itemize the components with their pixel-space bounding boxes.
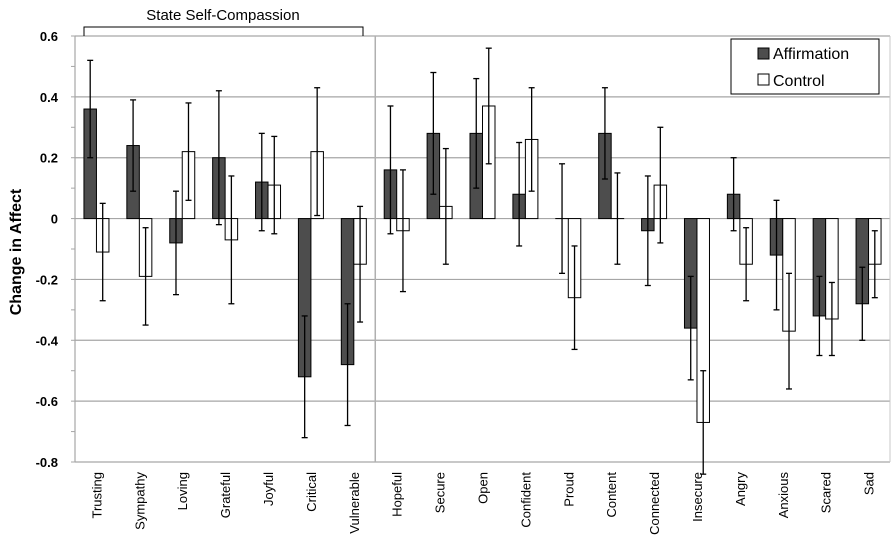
y-tick-label: 0	[51, 212, 58, 227]
x-tick-label: Open	[476, 472, 491, 504]
x-axis-labels: Trusting Sympathy Loving Grateful Joyful Crit…	[89, 472, 876, 535]
x-tick-label: Joyful	[261, 472, 276, 506]
x-tick-label: Anxious	[776, 472, 791, 519]
x-tick-label: Critical	[304, 472, 319, 512]
bars	[83, 47, 882, 475]
group-label: State Self-Compassion	[146, 7, 299, 24]
x-tick-label: Angry	[733, 472, 748, 506]
legend: Affirmation Control	[730, 38, 880, 95]
legend-swatch-control	[757, 73, 770, 86]
y-tick-label: 0.4	[40, 90, 59, 105]
x-tick-label: Grateful	[218, 472, 233, 518]
x-tick-label: Sad	[862, 472, 877, 495]
x-tick-label: Scared	[819, 472, 834, 513]
x-tick-label: Content	[604, 472, 619, 518]
group-bracket: State Self-Compassion	[83, 7, 364, 36]
y-axis-ticks: 0.6 0.4 0.2 0 -0.2 -0.4 -0.6 -0.8	[36, 29, 75, 470]
x-tick-label: Hopeful	[390, 472, 405, 517]
x-tick-label: Connected	[647, 472, 662, 535]
y-tick-label: -0.8	[36, 455, 58, 470]
x-tick-label: Secure	[433, 472, 448, 513]
x-tick-label: Sympathy	[132, 472, 147, 530]
x-tick-label: Proud	[561, 472, 576, 507]
x-tick-label: Vulnerable	[347, 472, 362, 534]
y-tick-label: -0.4	[36, 333, 59, 348]
legend-swatch-affirmation	[757, 47, 770, 60]
x-tick-label: Trusting	[89, 472, 104, 518]
x-tick-label: Loving	[175, 472, 190, 510]
y-tick-label: -0.6	[36, 394, 58, 409]
legend-label-affirmation: Affirmation	[773, 46, 849, 63]
y-axis-label: Change in Affect	[8, 188, 25, 315]
x-tick-label: Insecure	[690, 472, 705, 522]
y-tick-label: -0.2	[36, 272, 58, 287]
y-tick-label: 0.2	[40, 151, 58, 166]
gridlines	[74, 35, 891, 463]
x-tick-label: Confident	[518, 472, 533, 528]
y-tick-label: 0.6	[40, 29, 58, 44]
legend-label-control: Control	[773, 73, 825, 90]
